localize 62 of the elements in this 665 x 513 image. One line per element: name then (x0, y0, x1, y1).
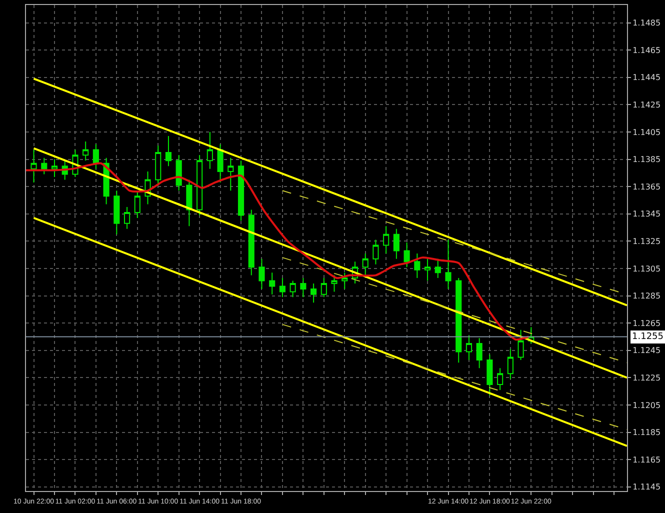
candlestick (372, 239, 379, 265)
candlestick (269, 272, 276, 295)
candlestick (414, 252, 420, 279)
y-tick-label: 1.1245 (632, 346, 661, 356)
candlestick (507, 348, 514, 380)
candlestick (342, 272, 348, 290)
candlestick (310, 282, 317, 304)
candlestick (92, 144, 99, 170)
candlestick (476, 338, 482, 369)
y-tick-label: 1.1425 (632, 100, 661, 110)
candlestick (41, 157, 48, 175)
y-tick-label: 1.1385 (632, 155, 661, 164)
candlestick (497, 368, 504, 390)
candlestick (238, 160, 244, 222)
candlestick (466, 334, 472, 360)
y-tick-label: 1.1405 (632, 128, 661, 137)
candlestick (434, 258, 441, 279)
y-tick-label: 1.1365 (632, 182, 661, 192)
candlestick (248, 209, 254, 276)
candlestick (331, 274, 338, 292)
candlestick (486, 354, 493, 396)
candlestick (279, 278, 286, 298)
candlestick (165, 136, 172, 167)
y-tick-label: 1.1265 (632, 318, 661, 328)
candlestick (320, 278, 327, 298)
candlestick (206, 131, 213, 170)
candlestick (383, 226, 390, 254)
candlestick (404, 242, 410, 268)
candlestick (228, 157, 234, 192)
candlestick (82, 141, 89, 162)
y-tick-label: 1.1225 (632, 373, 661, 382)
candlestick (51, 158, 58, 178)
ref-line-label: 1.1255 (632, 332, 664, 342)
candlestick (300, 278, 306, 298)
y-tick-label: 1.1145 (632, 482, 661, 492)
candlestick (518, 329, 524, 360)
y-tick-label: 1.1325 (632, 236, 661, 246)
candlestick (114, 190, 120, 235)
candlestick (186, 179, 192, 227)
y-tick-label: 1.1185 (632, 428, 661, 438)
y-tick-label: 1.1445 (632, 73, 661, 82)
candlestick (155, 145, 162, 186)
candlestick (445, 239, 452, 290)
y-tick-label: 1.1465 (632, 46, 661, 55)
candlestick (134, 190, 140, 218)
candlestick (258, 258, 265, 290)
candlestick (362, 252, 368, 276)
candlestick (176, 154, 182, 192)
candlestick (456, 278, 462, 364)
y-tick-label: 1.1165 (632, 455, 661, 464)
candlestick (393, 228, 400, 260)
candlestick (124, 206, 130, 230)
y-tick-label: 1.1485 (632, 18, 661, 28)
y-tick-label: 1.1305 (632, 264, 661, 274)
candlestick (30, 149, 37, 183)
candlestick (217, 144, 224, 183)
candlestick (196, 154, 203, 216)
y-tick-label: 1.1345 (632, 210, 661, 219)
y-tick-label: 1.1205 (632, 400, 661, 410)
y-tick-label: 1.1285 (632, 292, 661, 301)
candlestick (290, 280, 296, 298)
candlestick (424, 258, 431, 282)
